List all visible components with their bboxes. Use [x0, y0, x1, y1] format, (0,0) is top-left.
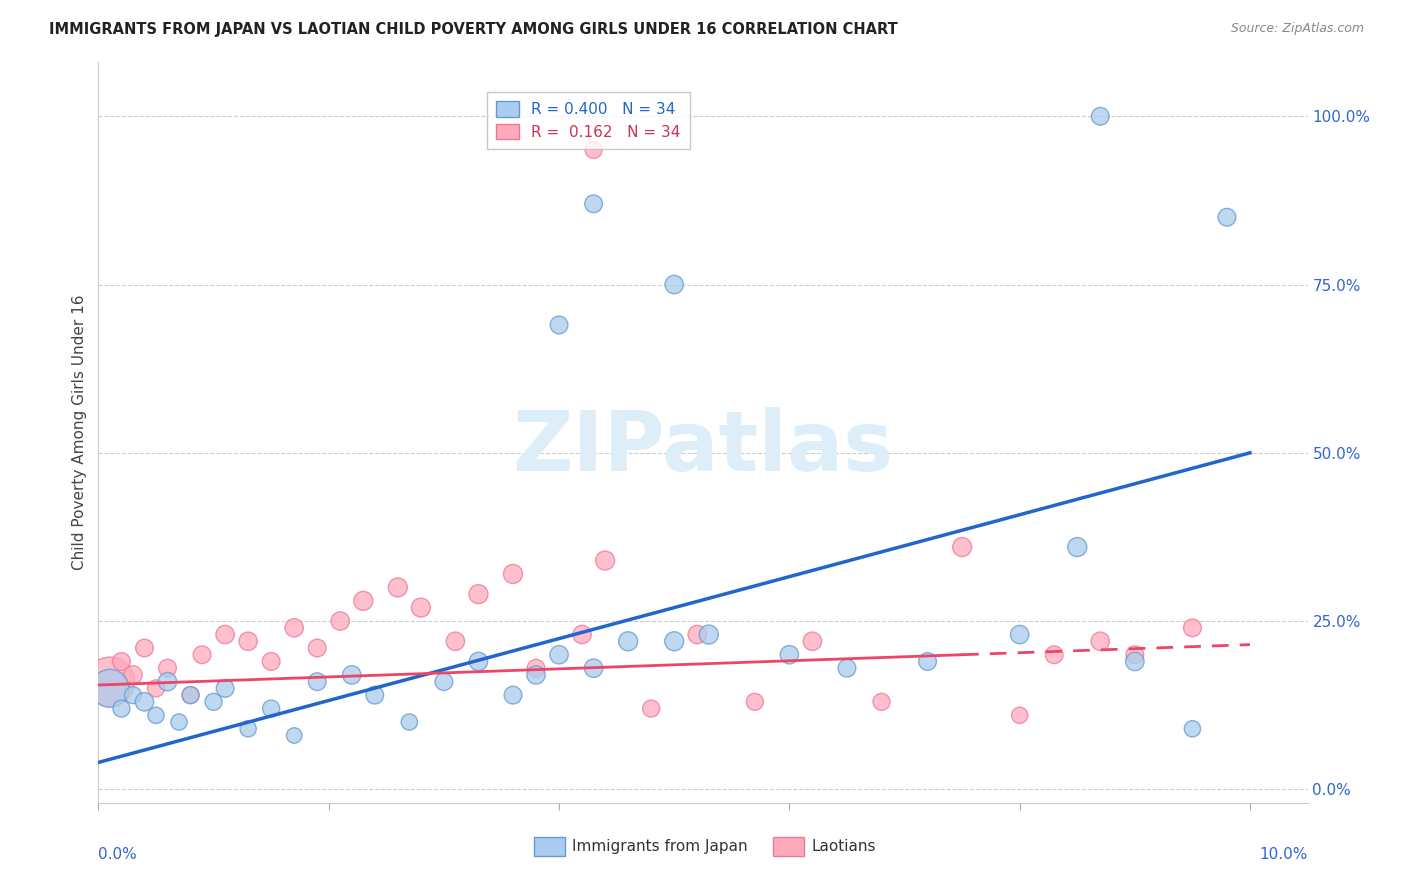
Point	[1090, 634, 1112, 648]
Point	[236, 722, 259, 736]
Point	[617, 634, 640, 648]
Point	[1181, 722, 1204, 736]
Y-axis label: Child Poverty Among Girls Under 16: Child Poverty Among Girls Under 16	[72, 295, 87, 570]
Point	[191, 648, 214, 662]
Point	[352, 594, 374, 608]
Text: Laotians: Laotians	[811, 839, 876, 854]
Point	[582, 143, 605, 157]
Text: 10.0%: 10.0%	[1260, 847, 1308, 863]
Point	[214, 681, 236, 696]
Point	[582, 196, 605, 211]
Text: IMMIGRANTS FROM JAPAN VS LAOTIAN CHILD POVERTY AMONG GIRLS UNDER 16 CORRELATION : IMMIGRANTS FROM JAPAN VS LAOTIAN CHILD P…	[49, 22, 898, 37]
Point	[664, 277, 686, 292]
Point	[167, 714, 190, 729]
Point	[1008, 708, 1031, 723]
Point	[1216, 211, 1239, 225]
Point	[134, 695, 156, 709]
Text: ZIPatlas: ZIPatlas	[513, 407, 893, 488]
Legend: R = 0.400   N = 34, R =  0.162   N = 34: R = 0.400 N = 34, R = 0.162 N = 34	[486, 92, 690, 149]
Point	[433, 674, 456, 689]
Point	[387, 581, 409, 595]
Point	[180, 688, 202, 702]
Point	[1181, 621, 1204, 635]
Point	[502, 688, 524, 702]
Point	[1090, 109, 1112, 123]
Point	[664, 634, 686, 648]
Point	[329, 614, 352, 628]
Point	[156, 661, 179, 675]
Point	[340, 668, 363, 682]
Point	[835, 661, 858, 675]
Text: 0.0%: 0.0%	[98, 847, 138, 863]
Point	[1123, 655, 1146, 669]
Point	[236, 634, 259, 648]
Point	[180, 688, 202, 702]
Point	[283, 621, 305, 635]
Point	[1043, 648, 1066, 662]
Point	[697, 627, 720, 641]
Point	[524, 661, 547, 675]
Point	[582, 661, 605, 675]
Point	[260, 655, 283, 669]
Point	[364, 688, 387, 702]
Point	[307, 674, 329, 689]
Point	[548, 648, 571, 662]
Point	[467, 587, 489, 601]
Text: Immigrants from Japan: Immigrants from Japan	[572, 839, 748, 854]
Point	[917, 655, 939, 669]
Point	[548, 318, 571, 332]
Point	[593, 553, 616, 567]
Point	[571, 627, 593, 641]
Point	[870, 695, 893, 709]
Point	[307, 640, 329, 655]
Point	[950, 540, 973, 554]
Point	[444, 634, 467, 648]
Point	[122, 668, 145, 682]
Point	[502, 566, 524, 581]
Point	[202, 695, 225, 709]
Point	[744, 695, 766, 709]
Point	[145, 708, 167, 723]
Point	[409, 600, 432, 615]
Point	[214, 627, 236, 641]
Point	[398, 714, 420, 729]
Point	[1008, 627, 1031, 641]
Point	[686, 627, 709, 641]
Point	[778, 648, 800, 662]
Point	[1066, 540, 1088, 554]
Point	[98, 681, 121, 696]
Point	[134, 640, 156, 655]
Point	[640, 701, 662, 715]
Point	[260, 701, 283, 715]
Point	[524, 668, 547, 682]
Point	[122, 688, 145, 702]
Point	[801, 634, 824, 648]
Point	[156, 674, 179, 689]
Point	[283, 729, 305, 743]
Text: Source: ZipAtlas.com: Source: ZipAtlas.com	[1230, 22, 1364, 36]
Point	[98, 674, 121, 689]
Point	[110, 655, 132, 669]
Point	[1123, 648, 1146, 662]
Point	[467, 655, 489, 669]
Point	[110, 701, 132, 715]
Point	[145, 681, 167, 696]
